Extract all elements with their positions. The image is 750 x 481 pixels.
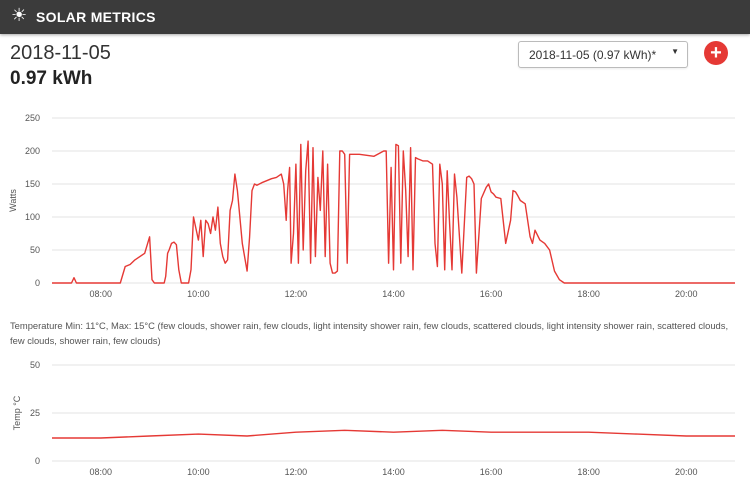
energy-total: 0.97 kWh bbox=[10, 68, 93, 89]
y-tick-label: 0 bbox=[35, 278, 40, 288]
y-tick-label: 250 bbox=[25, 113, 40, 123]
y-tick-label: 100 bbox=[25, 212, 40, 222]
y-tick-label: 150 bbox=[25, 179, 40, 189]
x-tick-label: 10:00 bbox=[187, 467, 210, 477]
y-tick-label: 50 bbox=[30, 245, 40, 255]
sun-icon: ☀ bbox=[11, 5, 28, 26]
x-tick-label: 18:00 bbox=[577, 467, 600, 477]
x-tick-label: 14:00 bbox=[382, 289, 405, 298]
y-axis-label: Watts bbox=[8, 189, 18, 212]
caret-down-icon: ▼ bbox=[671, 47, 679, 56]
temperature-summary: Temperature Min: 11°C, Max: 15°C (few cl… bbox=[10, 320, 729, 346]
x-tick-label: 08:00 bbox=[90, 289, 113, 298]
x-tick-label: 14:00 bbox=[382, 467, 405, 477]
temperature-chart: 0 25 50 08:00 10:00 12:00 14:00 16:00 18:00 20:00… bbox=[12, 360, 735, 477]
x-tick-label: 12:00 bbox=[285, 467, 308, 477]
page-title: 2018-11-05 bbox=[10, 42, 111, 64]
x-tick-label: 08:00 bbox=[90, 467, 113, 477]
series-line bbox=[52, 140, 735, 284]
y-tick-label: 0 bbox=[35, 456, 40, 466]
day-select-value: 2018-11-05 (0.97 kWh)* bbox=[529, 48, 657, 62]
app-header: ☀ SOLAR METRICS bbox=[0, 0, 750, 34]
x-tick-label: 20:00 bbox=[675, 467, 698, 477]
x-tick-label: 16:00 bbox=[480, 467, 503, 477]
x-tick-label: 16:00 bbox=[480, 289, 503, 298]
day-select[interactable]: 2018-11-05 (0.97 kWh)* ▼ bbox=[518, 41, 688, 68]
y-tick-label: 25 bbox=[30, 408, 40, 418]
y-axis-label: Temp °C bbox=[12, 395, 22, 430]
add-button[interactable]: + bbox=[704, 41, 728, 65]
y-tick-label: 50 bbox=[30, 360, 40, 370]
power-chart: 0 50 100 150 200 250 08:00 10:00 12:00 14:00 16:00… bbox=[8, 113, 735, 298]
x-tick-label: 10:00 bbox=[187, 289, 210, 298]
y-tick-label: 200 bbox=[25, 146, 40, 156]
x-tick-label: 20:00 bbox=[675, 289, 698, 298]
plus-icon: + bbox=[710, 42, 722, 64]
x-tick-label: 18:00 bbox=[577, 289, 600, 298]
series-line bbox=[52, 429, 735, 439]
app-title: SOLAR METRICS bbox=[36, 9, 156, 25]
x-tick-label: 12:00 bbox=[285, 289, 308, 298]
